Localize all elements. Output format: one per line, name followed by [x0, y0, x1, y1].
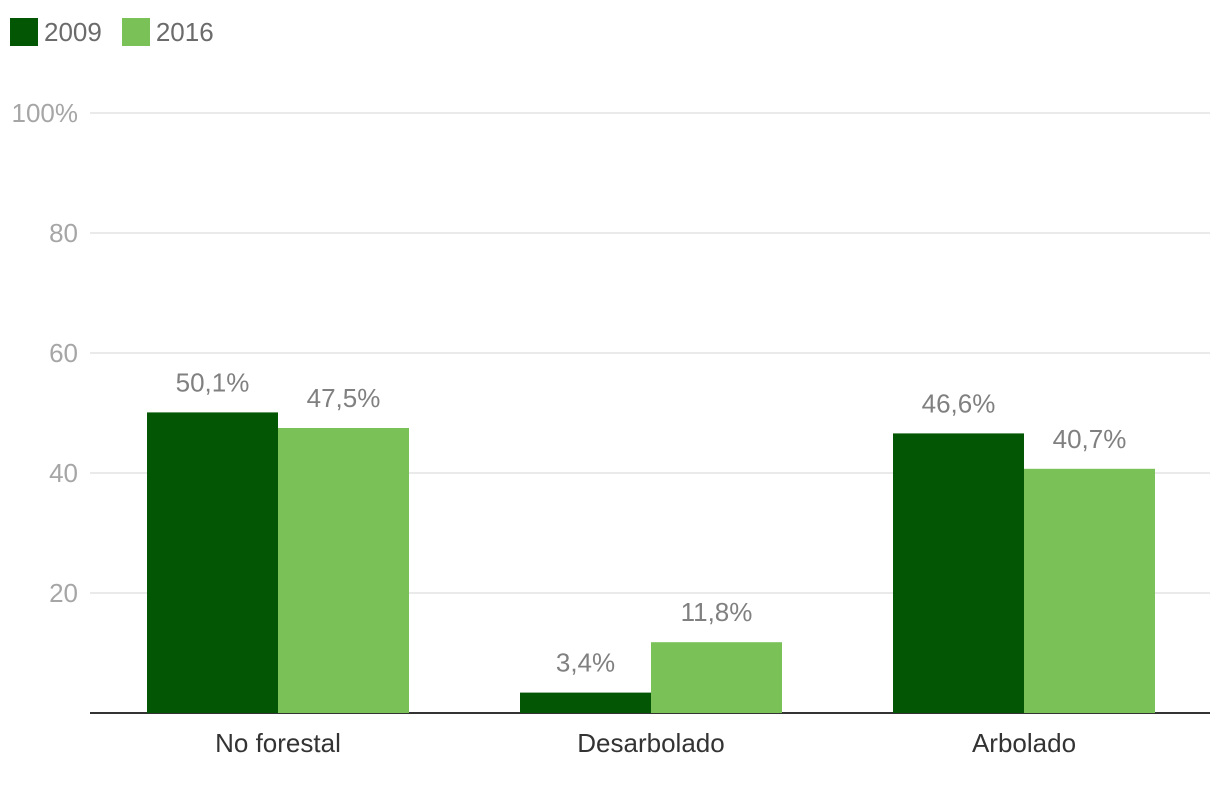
bar-2009-0 — [147, 412, 278, 713]
y-tick-label-60: 60 — [49, 338, 78, 368]
legend-label-2016: 2016 — [155, 17, 214, 47]
data-label-2016-2: 40,7% — [1053, 424, 1127, 454]
legend-swatch-2009 — [10, 18, 38, 46]
legend: 2009 2016 — [10, 18, 214, 46]
legend-item-2009[interactable]: 2009 — [10, 18, 102, 46]
bar-2016-0 — [278, 428, 409, 713]
y-tick-label-40: 40 — [49, 458, 78, 488]
bar-2016-2 — [1024, 468, 1155, 713]
x-category-label-2: Arbolado — [972, 728, 1076, 758]
bar-2009-2 — [893, 433, 1024, 713]
bar-2009-1 — [520, 692, 651, 713]
data-label-2009-0: 50,1% — [176, 367, 250, 397]
x-category-label-1: Desarbolado — [577, 728, 724, 758]
legend-swatch-2016 — [121, 18, 150, 46]
y-tick-label-100: 100% — [12, 98, 79, 128]
y-tick-label-20: 20 — [49, 578, 78, 608]
legend-item-2016[interactable]: 2016 — [121, 17, 214, 47]
data-label-2016-0: 47,5% — [307, 383, 381, 413]
y-tick-label-80: 80 — [49, 218, 78, 248]
bar-2016-1 — [651, 642, 782, 713]
data-label-2009-2: 46,6% — [922, 388, 996, 418]
x-category-label-0: No forestal — [215, 728, 341, 758]
data-label-2016-1: 11,8% — [681, 597, 753, 627]
data-label-2009-1: 3,4% — [556, 648, 615, 678]
legend-label-2009: 2009 — [44, 17, 102, 47]
